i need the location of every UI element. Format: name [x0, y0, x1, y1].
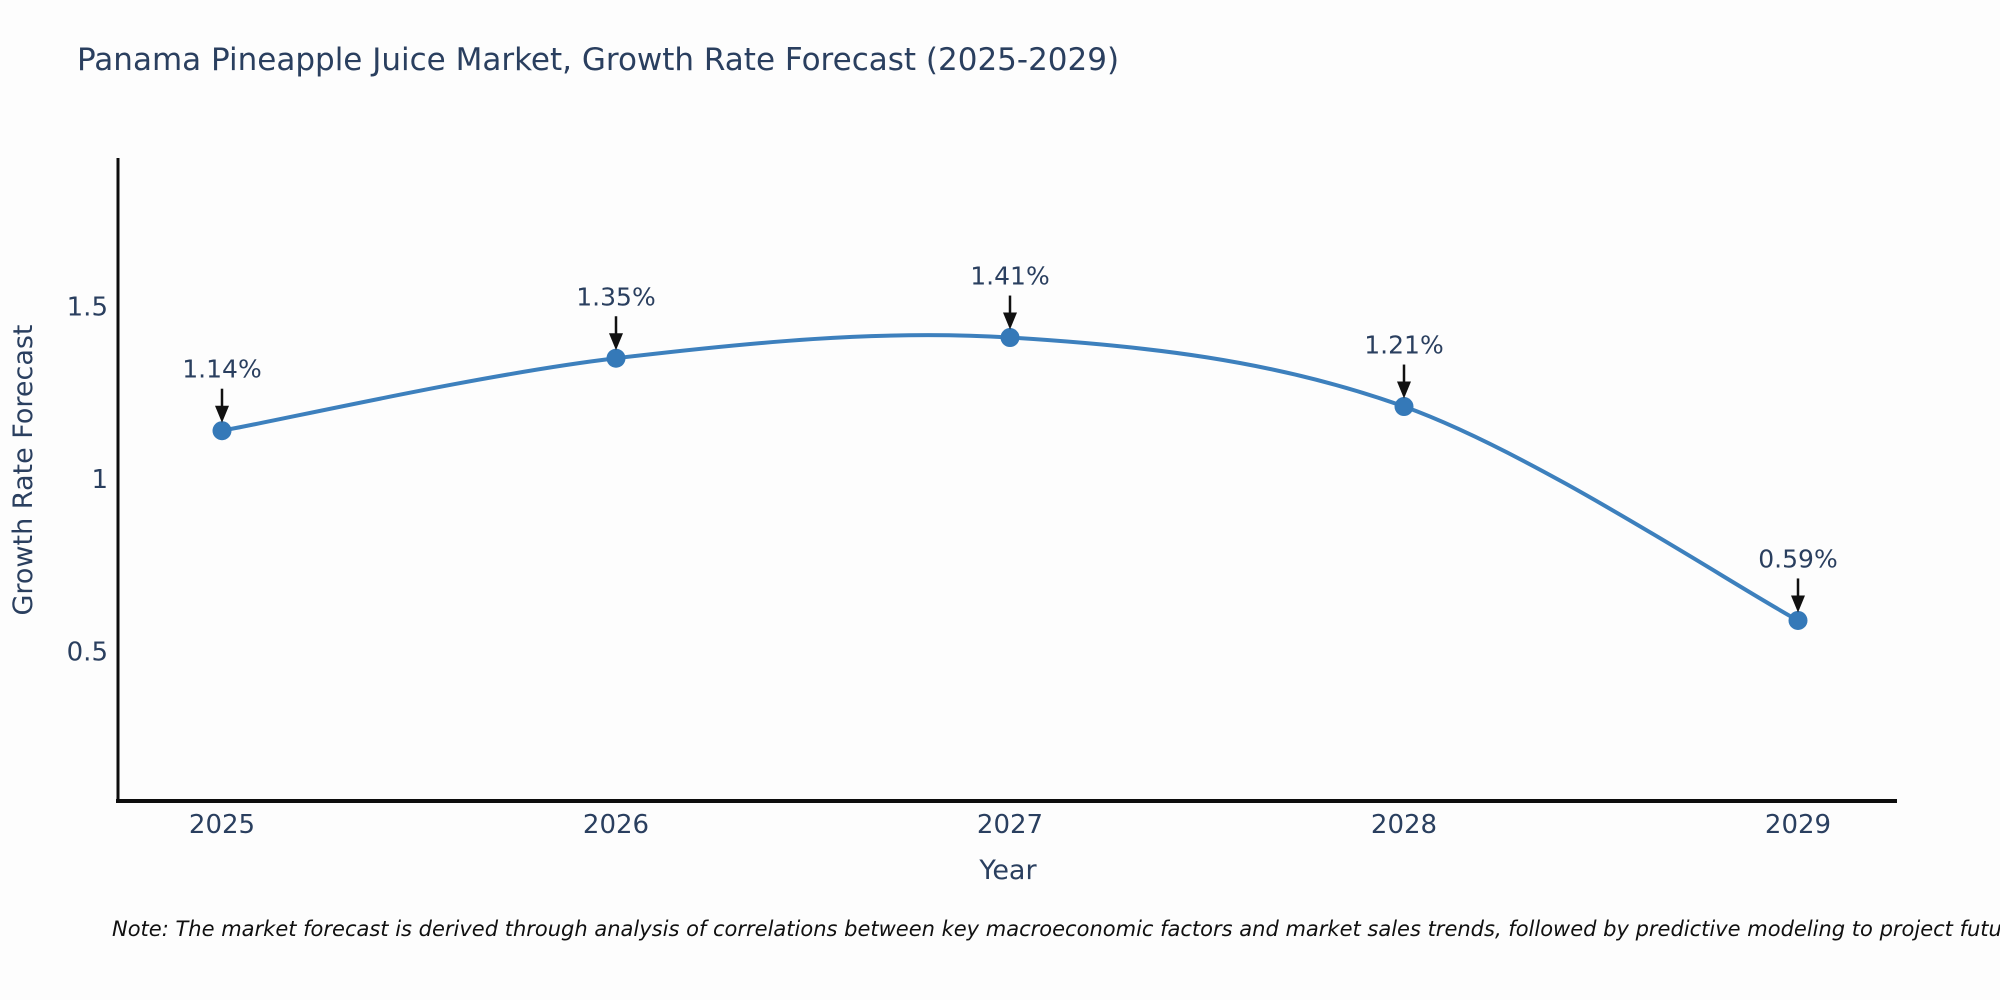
annotation-arrowhead-icon: [609, 333, 623, 351]
annotation-layer: 1.14% 1.35% 1.41% 1.21% 0.59%: [182, 262, 1838, 613]
y-tick-1.5: 1.5: [67, 293, 108, 323]
x-tick-2028: 2028: [1371, 810, 1437, 840]
footnote: Note: The market forecast is derived thr…: [112, 917, 2000, 941]
data-point-2028[interactable]: [1394, 397, 1414, 417]
annotation-arrowhead-icon: [1003, 312, 1017, 330]
annotation-arrowhead-icon: [1397, 381, 1411, 399]
point-label-2025: 1.14%: [182, 355, 261, 384]
point-label-2026: 1.35%: [576, 282, 655, 311]
y-tick-1: 1: [91, 465, 108, 495]
point-label-2029: 0.59%: [1758, 544, 1837, 573]
annotation-arrowhead-icon: [215, 405, 229, 423]
x-axis-title: Year: [978, 855, 1037, 886]
data-point-2025[interactable]: [212, 421, 232, 441]
x-tick-2027: 2027: [977, 810, 1043, 840]
growth-rate-line: [221, 333, 1799, 623]
data-point-2027[interactable]: [1000, 328, 1020, 348]
x-tick-2029: 2029: [1765, 810, 1831, 840]
point-label-2028: 1.21%: [1364, 331, 1443, 360]
y-axis-title: Growth Rate Forecast: [8, 324, 39, 615]
series-layer: [212, 328, 1808, 630]
chart-title: Panama Pineapple Juice Market, Growth Ra…: [77, 42, 1120, 78]
data-point-2026[interactable]: [606, 348, 626, 368]
annotation-arrowhead-icon: [1791, 595, 1805, 613]
x-tick-2025: 2025: [189, 810, 255, 840]
point-label-2027: 1.41%: [970, 262, 1049, 291]
x-tick-2026: 2026: [583, 810, 649, 840]
tick-layer: 2025 2026 2027 2028 2029 0.5 1 1.5: [67, 293, 1831, 841]
y-tick-0.5: 0.5: [67, 638, 108, 668]
data-point-2029[interactable]: [1788, 610, 1808, 630]
